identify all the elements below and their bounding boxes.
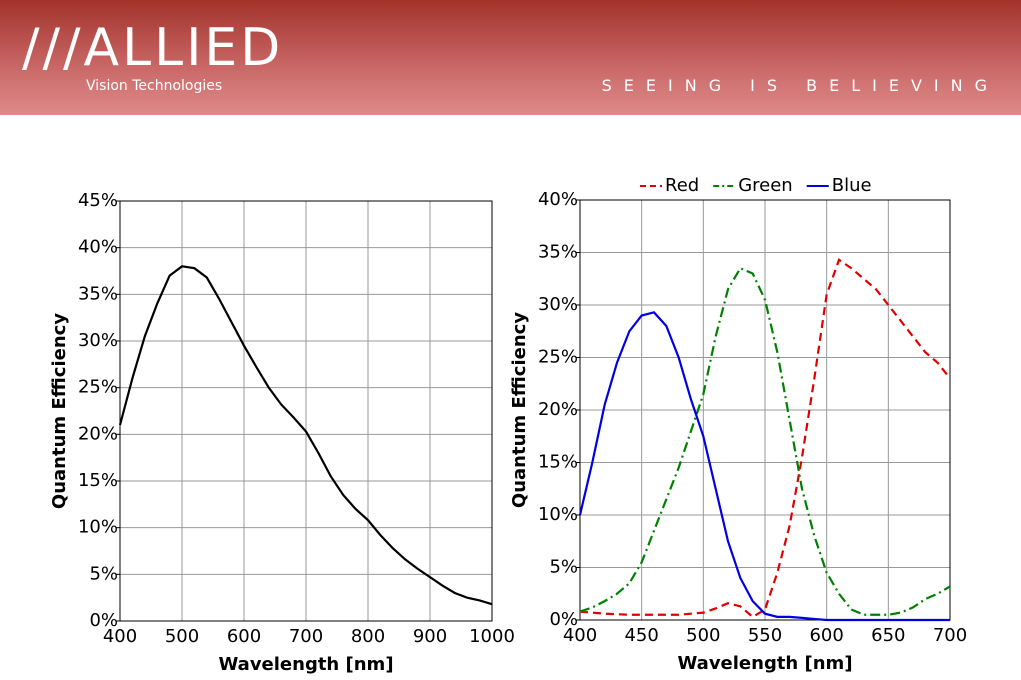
- y-tick-label: 30%: [538, 294, 578, 315]
- y-axis-label: Quantum Efficiency: [509, 312, 530, 508]
- data-line: [579, 266, 951, 616]
- data-line: [579, 258, 951, 619]
- y-tick-label: 25%: [538, 347, 578, 368]
- y-axis-label: Quantum Efficiency: [49, 313, 70, 509]
- x-tick-label: 650: [871, 625, 905, 646]
- y-tick-label: 45%: [78, 190, 118, 211]
- logo: ///ALLIED: [22, 18, 284, 78]
- x-tick-label: 800: [351, 626, 385, 647]
- x-axis-label: Wavelength [nm]: [677, 653, 852, 674]
- y-tick-label: 10%: [538, 504, 578, 525]
- x-tick-label: 700: [933, 625, 967, 646]
- x-tick-label: 400: [563, 625, 597, 646]
- y-tick-label: 5%: [89, 563, 118, 584]
- header: ///ALLIED Vision Technologies SEEING IS …: [0, 0, 1021, 115]
- y-tick-label: 35%: [538, 242, 578, 263]
- data-line: [118, 265, 493, 606]
- x-tick-label: 550: [748, 625, 782, 646]
- y-tick-label: 15%: [538, 452, 578, 473]
- y-tick-label: 40%: [538, 189, 578, 210]
- y-tick-label: 15%: [78, 470, 118, 491]
- tagline: SEEING IS BELIEVING: [601, 76, 999, 95]
- x-tick-label: 600: [227, 626, 261, 647]
- y-tick-label: 0%: [549, 609, 578, 630]
- y-tick-label: 30%: [78, 330, 118, 351]
- x-tick-label: 1000: [469, 626, 515, 647]
- y-tick-label: 35%: [78, 283, 118, 304]
- x-axis-label: Wavelength [nm]: [218, 654, 393, 675]
- legend-label: Blue: [832, 175, 872, 196]
- x-tick-label: 500: [165, 626, 199, 647]
- y-tick-label: 20%: [538, 399, 578, 420]
- x-tick-label: 600: [809, 625, 843, 646]
- legend-label: Green: [738, 175, 793, 196]
- x-tick-label: 900: [413, 626, 447, 647]
- x-tick-label: 400: [103, 626, 137, 647]
- plot-frame: [119, 200, 493, 622]
- logo-subtitle: Vision Technologies: [86, 78, 223, 94]
- y-tick-label: 20%: [78, 423, 118, 444]
- y-tick-label: 0%: [89, 610, 118, 631]
- y-tick-label: 40%: [78, 237, 118, 258]
- x-tick-label: 700: [289, 626, 323, 647]
- y-tick-label: 5%: [549, 557, 578, 578]
- plot-frame: [579, 199, 951, 621]
- legend-label: Red: [665, 175, 699, 196]
- x-tick-label: 450: [624, 625, 658, 646]
- data-line: [578, 311, 950, 622]
- x-tick-label: 500: [686, 625, 720, 646]
- y-tick-label: 10%: [78, 517, 118, 538]
- y-tick-label: 25%: [78, 377, 118, 398]
